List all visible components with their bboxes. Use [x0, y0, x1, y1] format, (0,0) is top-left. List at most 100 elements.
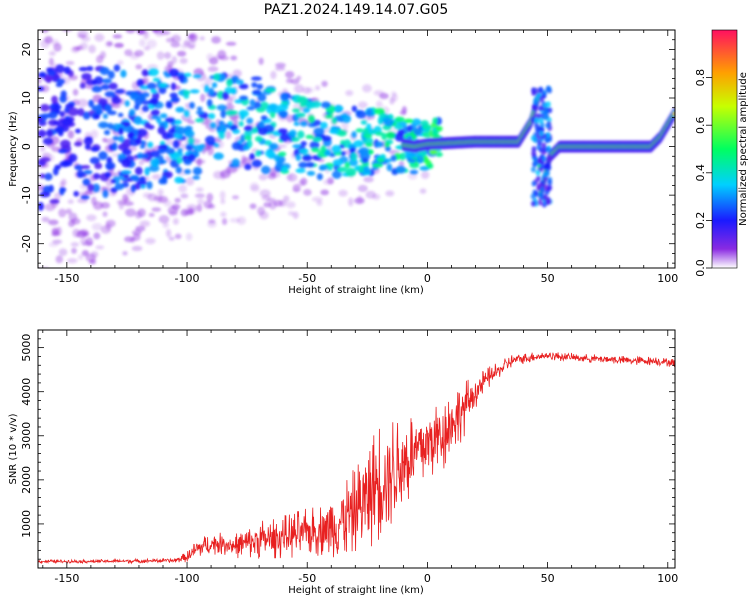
spectrogram-blob [152, 77, 161, 82]
spectrogram-noise-blob [71, 247, 77, 254]
spectrogram-blob [367, 149, 374, 155]
spectrogram-blob [397, 128, 405, 136]
spectrogram-blob [544, 137, 550, 144]
spectrogram-noise-blob [70, 242, 80, 247]
spectrogram-blob [249, 99, 256, 107]
spectrogram-blob [289, 129, 297, 137]
spectrogram-noise-blob [199, 36, 205, 41]
spectrogram-noise-blob [232, 69, 242, 78]
spectrogram-noise-blob [263, 202, 272, 208]
x-tick-label: 100 [657, 272, 678, 285]
x-tick-label: -100 [175, 272, 200, 285]
spectrogram-blob [213, 73, 221, 81]
spectrogram-noise-blob [229, 218, 241, 223]
spectrogram-noise-blob [177, 50, 187, 57]
spectrogram-blob [168, 128, 175, 133]
spectrogram-blob [103, 129, 111, 136]
spectrogram-blob [209, 122, 217, 129]
spectrogram-noise-blob [174, 197, 181, 203]
spectrogram-blob [120, 170, 132, 175]
spectrogram-blob [302, 107, 311, 114]
spectrogram-noise-blob [345, 90, 354, 96]
spectrogram-blob [136, 180, 148, 186]
spectrogram-blob [547, 184, 553, 191]
spectrogram-blob [127, 131, 135, 139]
spectrogram-noise-blob [230, 55, 238, 61]
spectrogram-blob [355, 110, 367, 119]
spectrogram-blob [307, 114, 315, 124]
spectrogram-noise-blob [138, 30, 149, 35]
spectrogram-noise-blob [419, 188, 427, 194]
spectrogram-blob [149, 97, 159, 106]
spectrogram-blob [114, 183, 125, 191]
spectrogram-blob [51, 95, 58, 104]
spectrogram-blob [351, 131, 357, 139]
spectrogram-noise-blob [88, 44, 96, 54]
spectrogram-blob [174, 176, 184, 184]
spectrogram-blob [279, 133, 290, 142]
spectrogram-noise-blob [49, 50, 56, 56]
spectrogram-noise-blob [77, 98, 89, 108]
colorbar-label: Normalized spectral amplitude [738, 72, 749, 226]
spectrogram-blob [141, 100, 152, 105]
y-tick-label: 20 [20, 42, 33, 56]
spectrogram-noise-blob [85, 84, 94, 90]
spectrogram-blob [182, 90, 191, 96]
spectrogram-blob [277, 151, 287, 157]
spectrogram-blob [117, 112, 124, 118]
spectrogram-noise-blob [315, 85, 321, 91]
spectrogram-blob [246, 106, 256, 111]
spectrogram-noise-blob [229, 94, 237, 101]
spectrogram-blob [399, 152, 406, 161]
spectrogram-blob [146, 82, 157, 90]
spectrogram-blob [118, 127, 124, 136]
spectrogram-blob [537, 199, 543, 206]
spectrogram-blob [164, 117, 175, 124]
spectrogram-blob [386, 163, 393, 172]
spectrogram-frame [37, 29, 676, 269]
spectrogram-blob [107, 70, 115, 79]
snr-panel: -150 -100 -50 0 50 100 1000 2000 3000 4000 5000 He… [8, 329, 678, 596]
spectrogram-noise-blob [106, 41, 113, 47]
spectrogram-blob [78, 66, 89, 72]
spectrogram-y-axis-label: Frequency (Hz) [8, 111, 19, 187]
spectrogram-noise-blob [220, 171, 226, 181]
spectrogram-blob [265, 87, 276, 93]
spectrogram-noise-blob [298, 179, 304, 187]
spectrogram-blob [542, 194, 548, 201]
spectrogram-noise-blob [85, 237, 94, 246]
spectrogram-noise-blob [171, 203, 181, 210]
spectrogram-blob [547, 107, 553, 114]
spectrogram-blob [229, 110, 239, 115]
spectrogram-blob [189, 101, 195, 109]
spectrogram-noise-blob [224, 130, 232, 140]
spectrogram-blob [263, 140, 272, 146]
spectrogram-blob [90, 146, 100, 152]
spectrogram-noise-blob [270, 171, 281, 178]
spectrogram-blob [102, 113, 108, 120]
spectrogram-blob [88, 99, 95, 108]
spectrogram-blob [328, 129, 340, 134]
spectrogram-blob [244, 130, 253, 137]
spectrogram-noise-blob [48, 219, 59, 226]
spectrogram-blob [312, 136, 322, 142]
y-tick-label: 0 [20, 143, 33, 150]
spectrogram-noise-blob [357, 184, 368, 193]
spectrogram-blob [427, 163, 434, 169]
spectrogram-blob [318, 166, 326, 171]
spectrogram-noise-blob [77, 17, 88, 24]
spectrogram-noise-blob [122, 193, 129, 203]
spectrogram-blob [260, 115, 268, 121]
spectrogram-blob [140, 184, 146, 189]
spectrogram-noise-blob [85, 253, 96, 262]
spectrogram-blob [360, 119, 368, 125]
spectrogram-noise-blob [105, 138, 116, 145]
spectrogram-blob [218, 124, 227, 133]
spectrogram-noise-blob [249, 182, 259, 191]
spectrogram-noise-blob [52, 228, 59, 236]
spectrogram-blob [255, 149, 261, 157]
y-tick-label: 10 [20, 91, 33, 105]
spectrogram-blob [91, 104, 103, 112]
spectrogram-noise-blob [220, 211, 227, 217]
spectrogram-noise-blob [89, 15, 98, 23]
